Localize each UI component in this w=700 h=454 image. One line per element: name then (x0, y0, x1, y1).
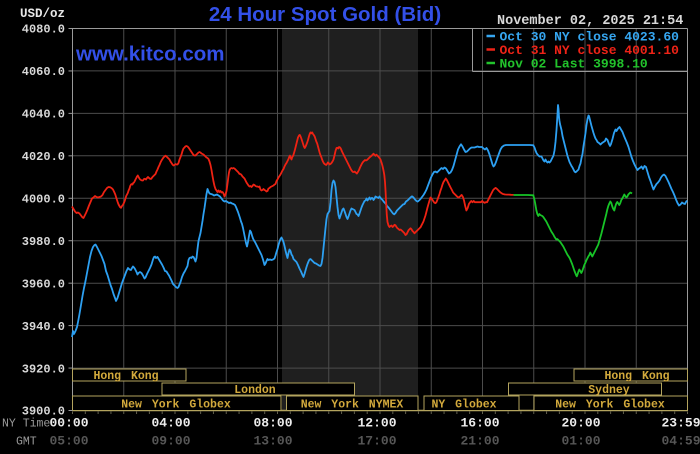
svg-text:01:00: 01:00 (561, 434, 600, 449)
svg-text:23:59: 23:59 (661, 416, 700, 431)
svg-text:New York NYMEX: New York NYMEX (301, 398, 404, 411)
svg-text:4040.0: 4040.0 (22, 108, 65, 122)
svg-text:3900.0: 3900.0 (22, 405, 65, 419)
svg-text:04:00: 04:00 (151, 416, 190, 431)
svg-text:4060.0: 4060.0 (22, 65, 65, 79)
svg-text:USD/oz: USD/oz (20, 7, 65, 21)
svg-text:16:00: 16:00 (460, 416, 499, 431)
svg-text:09:00: 09:00 (151, 434, 190, 449)
svg-text:20:00: 20:00 (561, 416, 600, 431)
svg-text:London: London (234, 384, 276, 397)
svg-text:3980.0: 3980.0 (22, 235, 65, 249)
svg-text:November 02, 2025 21:54: November 02, 2025 21:54 (497, 14, 683, 29)
svg-text:Hong Kong: Hong Kong (93, 370, 158, 383)
svg-text:Oct 31 NY close 4001.10: Oct 31 NY close 4001.10 (500, 43, 680, 58)
svg-text:21:00: 21:00 (460, 434, 499, 449)
svg-text:3960.0: 3960.0 (22, 277, 65, 291)
svg-text:04:59: 04:59 (661, 434, 700, 449)
svg-text:4020.0: 4020.0 (22, 150, 65, 164)
svg-text:New York Globex: New York Globex (121, 398, 231, 411)
svg-text:05:00: 05:00 (49, 434, 88, 449)
svg-text:New York Globex: New York Globex (555, 398, 665, 411)
svg-text:24 Hour Spot Gold (Bid): 24 Hour Spot Gold (Bid) (209, 3, 441, 26)
svg-text:12:00: 12:00 (357, 416, 396, 431)
svg-text:NY Time: NY Time (2, 418, 50, 431)
svg-text:Hong Kong: Hong Kong (604, 370, 669, 383)
svg-text:17:00: 17:00 (357, 434, 396, 449)
svg-text:4080.0: 4080.0 (22, 23, 65, 37)
svg-text:13:00: 13:00 (253, 434, 292, 449)
svg-text:Sydney: Sydney (588, 384, 630, 397)
svg-text:3940.0: 3940.0 (22, 320, 65, 334)
svg-text:00:00: 00:00 (49, 416, 88, 431)
svg-text:4000.0: 4000.0 (22, 193, 65, 207)
svg-text:Oct 30 NY close 4023.60: Oct 30 NY close 4023.60 (500, 30, 680, 45)
svg-text:08:00: 08:00 (253, 416, 292, 431)
svg-text:www.kitco.com: www.kitco.com (75, 43, 224, 66)
svg-text:3920.0: 3920.0 (22, 362, 65, 376)
svg-text:GMT: GMT (16, 436, 37, 449)
svg-text:Nov 02 Last 3998.10: Nov 02 Last 3998.10 (500, 57, 648, 72)
svg-text:NY Globex: NY Globex (431, 398, 496, 411)
